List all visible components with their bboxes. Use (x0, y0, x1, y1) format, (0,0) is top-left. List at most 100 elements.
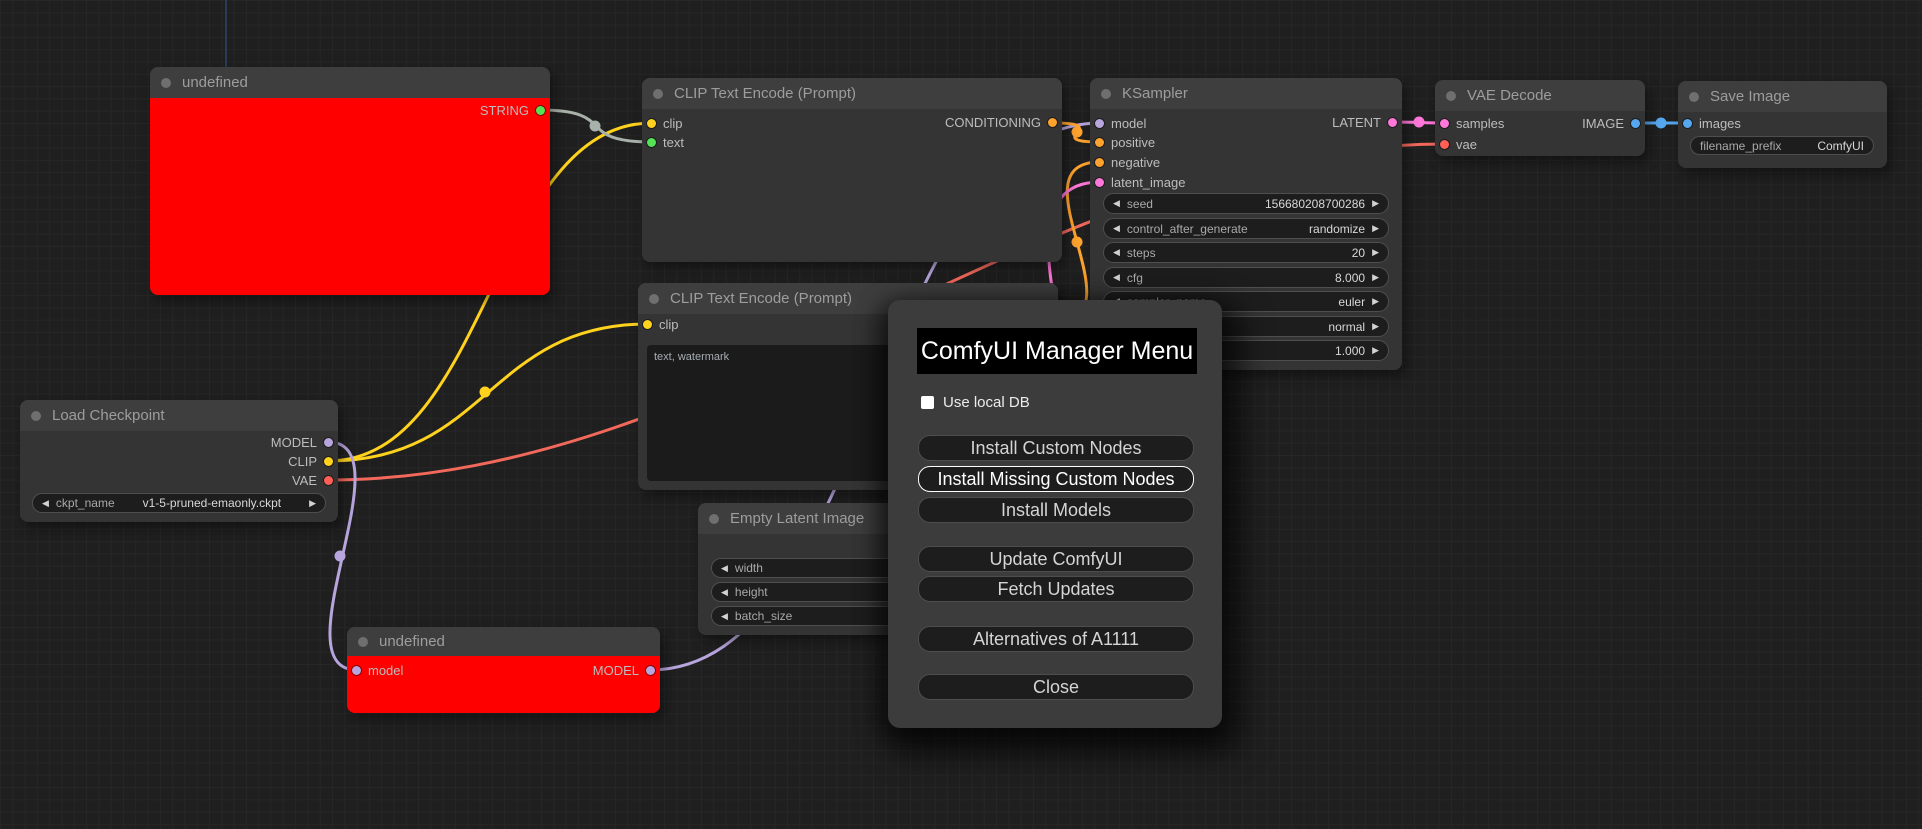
port-dot-icon[interactable] (647, 118, 656, 128)
input-port-clip[interactable]: clip (643, 316, 679, 332)
input-port-clip[interactable]: clip (647, 115, 683, 131)
port-dot-icon[interactable] (1440, 118, 1449, 128)
increment-arrow-icon[interactable]: ▶ (1372, 223, 1379, 233)
decrement-arrow-icon[interactable]: ◀ (721, 586, 728, 597)
node-undefined-string[interactable]: undefined STRING (150, 67, 550, 295)
increment-arrow-icon[interactable]: ▶ (1372, 198, 1379, 208)
port-dot-icon[interactable] (647, 137, 656, 147)
port-dot-icon[interactable] (1631, 118, 1640, 128)
error-node-body (347, 656, 660, 713)
output-port-conditioning[interactable]: CONDITIONING (945, 114, 1057, 130)
wire-midpoint-dot (589, 120, 601, 132)
port-dot-icon[interactable] (1095, 118, 1104, 128)
use-local-db-row[interactable]: Use local DB (921, 394, 1030, 411)
node-title: Save Image (1710, 88, 1791, 105)
input-port-latent-image[interactable]: latent_image (1095, 174, 1185, 190)
use-local-db-label: Use local DB (943, 394, 1030, 411)
node-title-bar[interactable]: undefined (150, 67, 550, 98)
increment-arrow-icon[interactable]: ▶ (1372, 247, 1379, 257)
node-title-bar[interactable]: CLIP Text Encode (Prompt) (638, 283, 1058, 314)
widget-cfg[interactable]: ◀ cfg 8.000 ▶ (1103, 267, 1389, 288)
node-save-image[interactable]: Save Image images filename_prefix ComfyUI (1678, 81, 1887, 168)
comfyui-manager-dialog[interactable]: ComfyUI Manager Menu Use local DB Instal… (888, 300, 1222, 728)
widget-control-after-generate[interactable]: ◀ control_after_generate randomize ▶ (1103, 218, 1389, 239)
node-vae-decode[interactable]: VAE Decode samples vae IMAGE (1435, 80, 1645, 156)
output-port-clip[interactable]: CLIP (288, 453, 333, 469)
node-title: CLIP Text Encode (Prompt) (670, 290, 853, 307)
output-port-latent[interactable]: LATENT (1332, 114, 1397, 130)
widget-steps[interactable]: ◀ steps 20 ▶ (1103, 242, 1389, 263)
port-dot-icon[interactable] (352, 665, 361, 675)
node-title: Load Checkpoint (52, 407, 165, 424)
decrement-arrow-icon[interactable]: ◀ (1113, 272, 1120, 282)
node-status-dot (653, 88, 663, 99)
widget-seed[interactable]: ◀ seed 156680208700286 ▶ (1103, 193, 1389, 214)
node-status-dot (1446, 90, 1456, 101)
node-status-dot (1101, 88, 1111, 99)
update-comfyui-button[interactable]: Update ComfyUI (918, 546, 1194, 572)
node-clip-text-encode-positive[interactable]: CLIP Text Encode (Prompt) clip text COND… (642, 78, 1062, 262)
input-port-images[interactable]: images (1683, 115, 1741, 131)
output-port-string[interactable]: STRING (480, 102, 545, 118)
output-port-model[interactable]: MODEL (593, 662, 655, 678)
increment-arrow-icon[interactable]: ▶ (1372, 345, 1379, 355)
port-dot-icon[interactable] (1683, 118, 1692, 128)
node-title-bar[interactable]: Save Image (1678, 81, 1887, 112)
input-port-samples[interactable]: samples (1440, 115, 1504, 131)
increment-arrow-icon[interactable]: ▶ (309, 497, 316, 508)
port-dot-icon[interactable] (643, 319, 652, 329)
install-models-button[interactable]: Install Models (918, 497, 1194, 523)
fetch-updates-button[interactable]: Fetch Updates (918, 576, 1194, 602)
port-dot-icon[interactable] (1388, 117, 1397, 127)
port-dot-icon[interactable] (1095, 137, 1104, 147)
port-dot-icon[interactable] (1095, 177, 1104, 187)
port-dot-icon[interactable] (324, 475, 333, 485)
close-button[interactable]: Close (918, 674, 1194, 700)
decrement-arrow-icon[interactable]: ◀ (1113, 223, 1120, 233)
input-port-negative[interactable]: negative (1095, 154, 1160, 170)
widget-ckpt-name[interactable]: ◀ ckpt_name v1-5-pruned-emaonly.ckpt ▶ (32, 493, 326, 513)
alternatives-of-a1111-button[interactable]: Alternatives of A1111 (918, 626, 1194, 652)
node-status-dot (649, 293, 659, 304)
node-title: VAE Decode (1467, 87, 1552, 104)
node-title-bar[interactable]: KSampler (1090, 78, 1402, 109)
node-title-bar[interactable]: undefined (347, 627, 660, 656)
input-port-model[interactable]: model (1095, 115, 1146, 131)
port-dot-icon[interactable] (324, 456, 333, 466)
node-title-bar[interactable]: VAE Decode (1435, 80, 1645, 111)
port-dot-icon[interactable] (646, 665, 655, 675)
node-undefined-model[interactable]: undefined model MODEL (347, 627, 660, 713)
decrement-arrow-icon[interactable]: ◀ (1113, 198, 1120, 208)
input-port-positive[interactable]: positive (1095, 134, 1155, 150)
port-dot-icon[interactable] (1048, 117, 1057, 127)
port-dot-icon[interactable] (1095, 157, 1104, 167)
increment-arrow-icon[interactable]: ▶ (1372, 321, 1379, 331)
input-port-model[interactable]: model (352, 662, 403, 678)
node-status-dot (31, 410, 41, 421)
input-port-text[interactable]: text (647, 134, 684, 150)
node-status-dot (161, 77, 171, 88)
install-missing-custom-nodes-button[interactable]: Install Missing Custom Nodes (918, 466, 1194, 492)
widget-filename-prefix[interactable]: filename_prefix ComfyUI (1690, 136, 1874, 155)
output-port-vae[interactable]: VAE (292, 472, 333, 488)
node-title-bar[interactable]: Load Checkpoint (20, 400, 338, 431)
output-port-image[interactable]: IMAGE (1582, 115, 1640, 131)
node-load-checkpoint[interactable]: Load Checkpoint MODEL CLIP VAE ◀ ckpt_nam… (20, 400, 338, 522)
port-dot-icon[interactable] (324, 437, 333, 447)
port-dot-icon[interactable] (1440, 139, 1449, 149)
input-port-vae[interactable]: vae (1440, 136, 1477, 152)
install-custom-nodes-button[interactable]: Install Custom Nodes (918, 435, 1194, 461)
decrement-arrow-icon[interactable]: ◀ (721, 562, 728, 573)
node-title: KSampler (1122, 85, 1188, 102)
node-status-dot (709, 513, 719, 524)
port-dot-icon[interactable] (536, 105, 545, 115)
output-port-model[interactable]: MODEL (271, 434, 333, 450)
use-local-db-checkbox[interactable] (921, 396, 934, 409)
decrement-arrow-icon[interactable]: ◀ (1113, 247, 1120, 257)
increment-arrow-icon[interactable]: ▶ (1372, 296, 1379, 306)
decrement-arrow-icon[interactable]: ◀ (42, 497, 49, 508)
node-title-bar[interactable]: CLIP Text Encode (Prompt) (642, 78, 1062, 109)
increment-arrow-icon[interactable]: ▶ (1372, 272, 1379, 282)
decrement-arrow-icon[interactable]: ◀ (721, 610, 728, 621)
